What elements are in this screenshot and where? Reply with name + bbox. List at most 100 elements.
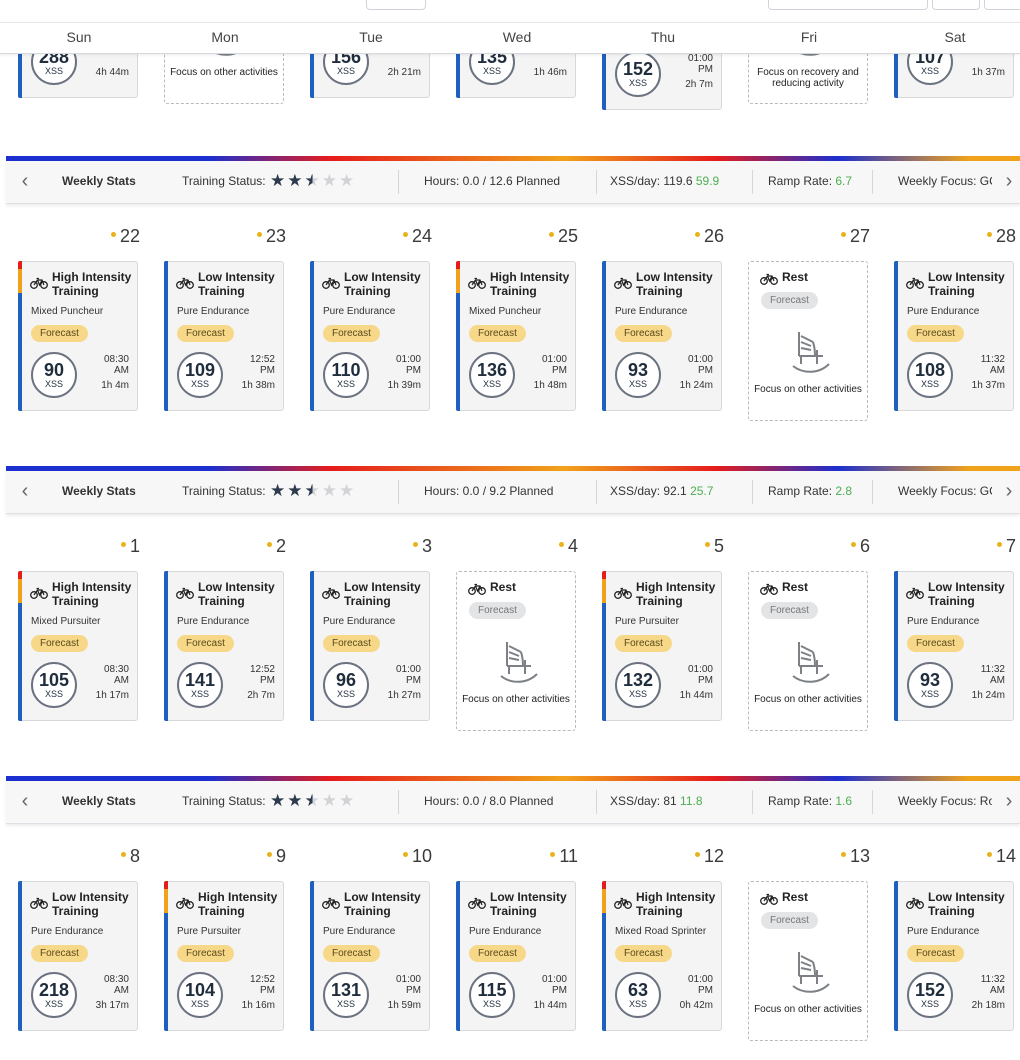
workout-card[interactable]: Low Intensity Training Pure Endurance Fore… bbox=[310, 261, 430, 411]
forecast-badge: Forecast bbox=[761, 912, 818, 929]
day-cell[interactable]: 14 Low Intensity Training Pure Endurance Fo… bbox=[882, 834, 1020, 1060]
chevron-left-icon[interactable]: ‹ bbox=[21, 170, 29, 192]
workout-subtype: Pure Endurance bbox=[615, 306, 688, 317]
workout-title: Low Intensity Training bbox=[928, 270, 1005, 298]
start-time: 01:00 PM bbox=[396, 664, 421, 686]
workout-title: Low Intensity Training bbox=[490, 890, 567, 918]
ramp-rate-value: 6.7 bbox=[835, 174, 853, 188]
bike-icon bbox=[322, 896, 340, 909]
day-status-dot bbox=[850, 541, 856, 547]
workout-card[interactable]: High Intensity Training Mixed Puncheur For… bbox=[456, 261, 576, 411]
xss-label: XSS bbox=[336, 689, 355, 699]
workout-card[interactable]: Low Intensity Training Pure Endurance Fore… bbox=[310, 571, 430, 721]
toolbar-control-partial[interactable] bbox=[984, 0, 1020, 10]
rocking-chair-icon bbox=[789, 948, 831, 996]
day-cell[interactable]: 13 Rest Forecast Focus on other activities bbox=[736, 834, 883, 1060]
workout-card[interactable]: Low Intensity Training Pure Endurance Fore… bbox=[894, 571, 1014, 721]
workout-subtype: Pure Pursuiter bbox=[177, 926, 241, 937]
rest-title: Rest bbox=[782, 890, 809, 904]
rest-card[interactable]: Rest Forecast Focus on other activities bbox=[748, 881, 868, 1041]
forecast-badge: Forecast bbox=[31, 325, 88, 342]
rest-card[interactable]: Rest Forecast Focus on other activities bbox=[748, 571, 868, 731]
day-cell[interactable]: 28 Low Intensity Training Pure Endurance Fo… bbox=[882, 214, 1020, 466]
xss-per-day-delta: 59.9 bbox=[695, 174, 720, 188]
start-time: 08:30 AM bbox=[104, 664, 129, 686]
toolbar-control-partial[interactable] bbox=[768, 0, 928, 10]
intensity-bar-high bbox=[164, 881, 168, 1031]
day-cell[interactable]: 24 Low Intensity Training Pure Endurance Fo… bbox=[298, 214, 445, 466]
day-cell[interactable]: 7 Low Intensity Training Pure Endurance For… bbox=[882, 524, 1020, 776]
ramp-rate-value: 2.8 bbox=[835, 484, 853, 498]
day-cell[interactable]: 12 High Intensity Training Mixed Road Spri… bbox=[590, 834, 737, 1060]
chevron-right-icon[interactable]: › bbox=[1005, 480, 1013, 502]
workout-card[interactable]: Low Intensity Training Pure Endurance Fore… bbox=[310, 881, 430, 1031]
stats-divider bbox=[398, 790, 399, 814]
day-cell[interactable]: 22 High Intensity Training Mixed Puncheur F… bbox=[6, 214, 153, 466]
day-cell[interactable]: 8 Low Intensity Training Pure Endurance For… bbox=[6, 834, 153, 1060]
xss-label: XSS bbox=[482, 999, 501, 1009]
weekly-stats-bar: ‹ Weekly Stats Training Status: ★ ★ ★ ★ ★ Hours:… bbox=[6, 161, 1020, 204]
day-name-sat: Sat bbox=[944, 29, 966, 45]
time-line: 08:30 bbox=[103, 664, 129, 675]
day-cell[interactable]: 3 Low Intensity Training Pure Endurance For… bbox=[298, 524, 445, 776]
day-number-value: 14 bbox=[995, 846, 1016, 866]
workout-card[interactable]: Low Intensity Training Pure Endurance Fore… bbox=[602, 261, 722, 411]
xss-per-day: XSS/day: 92.1 25.7 bbox=[610, 484, 713, 498]
workout-card[interactable]: High Intensity Training Pure Pursuiter For… bbox=[164, 881, 284, 1031]
day-cell[interactable]: 27 Rest Forecast Focus on other activities bbox=[736, 214, 883, 466]
day-cell[interactable]: 2 Low Intensity Training Pure Endurance For… bbox=[152, 524, 299, 776]
workout-card[interactable]: Low Intensity Training Pure Endurance Fore… bbox=[894, 881, 1014, 1031]
time-line: 01:00 bbox=[395, 354, 421, 365]
rest-card[interactable]: Rest Forecast Focus on other activities bbox=[748, 261, 868, 421]
day-cell[interactable]: 6 Rest Forecast Focus on other activities bbox=[736, 524, 883, 776]
xss-per-day-value: XSS/day: 81 bbox=[610, 794, 681, 808]
day-number: 13 bbox=[840, 846, 870, 867]
day-cell[interactable]: 25 High Intensity Training Mixed Puncheur F… bbox=[444, 214, 591, 466]
duration: 2h 21m bbox=[387, 67, 421, 78]
toolbar-control-partial[interactable] bbox=[932, 0, 980, 10]
workout-card[interactable]: Low Intensity Training Pure Endurance Fore… bbox=[164, 261, 284, 411]
duration: 1h 4m bbox=[101, 380, 129, 391]
workout-card[interactable]: Low Intensity Training Pure Endurance Fore… bbox=[894, 261, 1014, 411]
workout-title: Low Intensity Training bbox=[198, 580, 275, 608]
day-cell[interactable]: 23 Low Intensity Training Pure Endurance Fo… bbox=[152, 214, 299, 466]
chevron-left-icon[interactable]: ‹ bbox=[21, 790, 29, 812]
workout-card[interactable]: High Intensity Training Mixed Puncheur For… bbox=[18, 261, 138, 411]
time-line: 08:30 bbox=[103, 974, 129, 985]
day-cell[interactable]: 5 High Intensity Training Pure Pursuiter Fo… bbox=[590, 524, 737, 776]
start-time: 11:32 AM bbox=[981, 974, 1005, 996]
day-cell[interactable]: 11 Low Intensity Training Pure Endurance Fo… bbox=[444, 834, 591, 1060]
day-cell[interactable]: 10 Low Intensity Training Pure Endurance Fo… bbox=[298, 834, 445, 1060]
rest-card[interactable]: Rest Forecast Focus on other activities bbox=[456, 571, 576, 731]
workout-title: Low Intensity Training bbox=[344, 890, 421, 918]
workout-card[interactable]: Low Intensity Training Pure Endurance Fore… bbox=[164, 571, 284, 721]
workout-card[interactable]: Low Intensity Training Pure Endurance Fore… bbox=[456, 881, 576, 1031]
xss-value: 152 bbox=[914, 980, 946, 1000]
toolbar-control-partial[interactable] bbox=[366, 0, 426, 10]
workout-card[interactable]: High Intensity Training Pure Pursuiter For… bbox=[602, 571, 722, 721]
xss-score-ring: 115 XSS bbox=[469, 972, 515, 1018]
chevron-left-icon[interactable]: ‹ bbox=[21, 480, 29, 502]
day-cell[interactable]: 4 Rest Forecast Focus on other activities bbox=[444, 524, 591, 776]
workout-card[interactable]: High Intensity Training Mixed Road Sprint… bbox=[602, 881, 722, 1031]
day-number-value: 24 bbox=[411, 226, 432, 246]
forecast-badge: Forecast bbox=[31, 635, 88, 652]
time-line: 11:32 bbox=[980, 354, 1005, 365]
chevron-right-icon[interactable]: › bbox=[1005, 790, 1013, 812]
duration: 1h 17m bbox=[95, 690, 129, 701]
day-cell[interactable]: 1 High Intensity Training Mixed Pursuiter F… bbox=[6, 524, 153, 776]
duration: 1h 39m bbox=[387, 380, 421, 391]
day-cell[interactable]: 9 High Intensity Training Pure Pursuiter Fo… bbox=[152, 834, 299, 1060]
forecast-badge: Forecast bbox=[907, 945, 964, 962]
chevron-right-icon[interactable]: › bbox=[1005, 170, 1013, 192]
workout-card[interactable]: Low Intensity Training Pure Endurance Fore… bbox=[18, 881, 138, 1031]
day-cell[interactable]: 26 Low Intensity Training Pure Endurance Fo… bbox=[590, 214, 737, 466]
rest-message: Focus on other activities bbox=[170, 67, 278, 78]
forecast-badge: Forecast bbox=[615, 635, 672, 652]
bike-icon bbox=[176, 276, 194, 289]
forecast-badge: Forecast bbox=[177, 635, 234, 652]
workout-card[interactable]: High Intensity Training Mixed Pursuiter Fo… bbox=[18, 571, 138, 721]
xss-value: 93 bbox=[919, 670, 941, 690]
day-number: 5 bbox=[704, 536, 724, 557]
week-intensity-strip bbox=[6, 156, 1020, 161]
